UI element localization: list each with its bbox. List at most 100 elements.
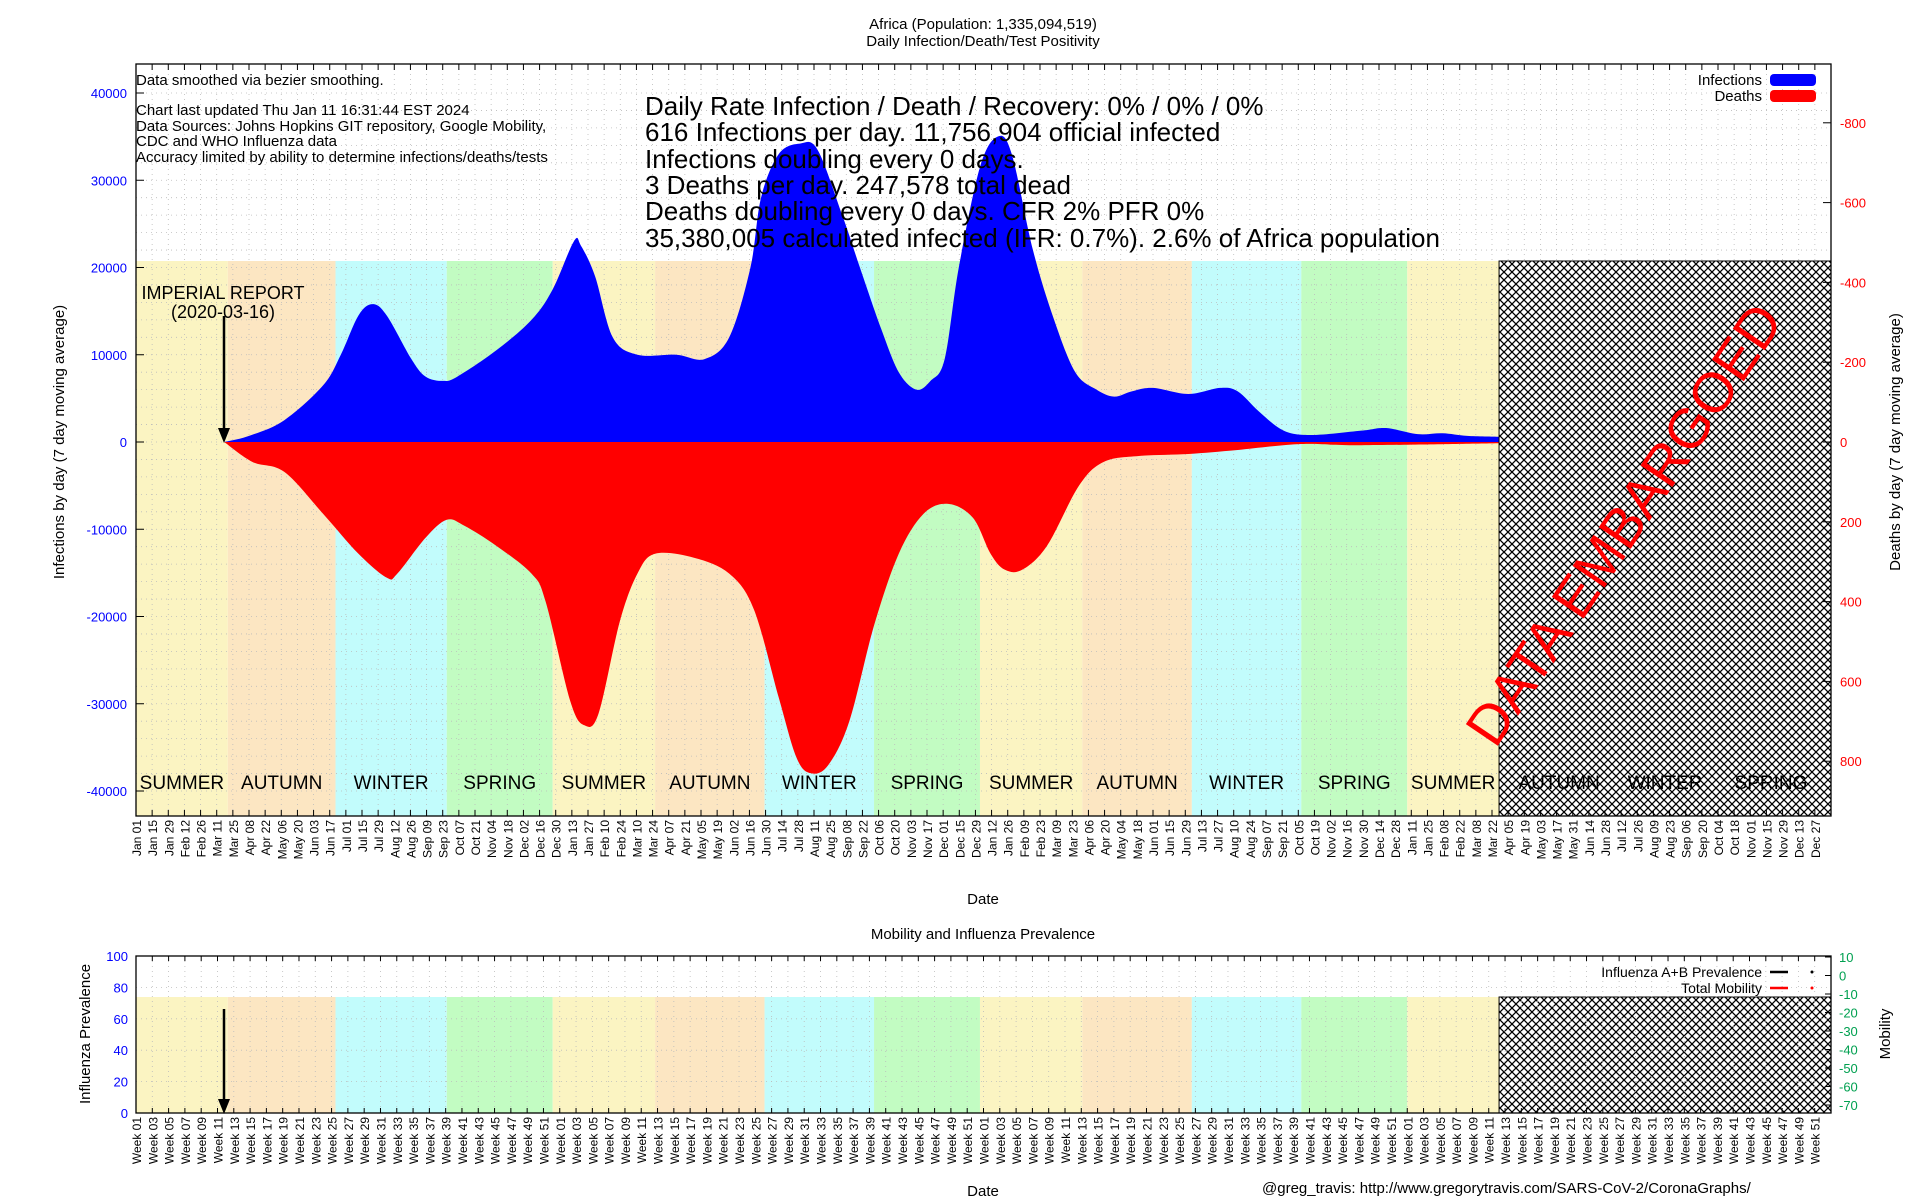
note-smoothing: Data smoothed via bezier smoothing. <box>136 72 384 89</box>
week-tick-label: Week 21 <box>1564 1117 1578 1164</box>
season-band-winter <box>1191 261 1302 816</box>
x-tick-label: May 31 <box>1567 820 1581 860</box>
x-tick-label: Oct 21 <box>469 820 483 856</box>
week-tick-label: Week 39 <box>440 1117 454 1164</box>
season-band-spring <box>1301 261 1408 816</box>
x-axis-label: Date <box>967 891 999 908</box>
x-tick-label: Dec 14 <box>1373 820 1387 858</box>
week-tick-label: Week 43 <box>1320 1117 1334 1164</box>
week-tick-label: Week 13 <box>1075 1117 1089 1164</box>
x-tick-label: May 20 <box>291 820 305 860</box>
week-tick-label: Week 37 <box>847 1117 861 1164</box>
week-tick-label: Week 03 <box>570 1117 584 1164</box>
mobility-axes: 100806040200100-10-20-30-40-50-60-70Week… <box>106 949 1858 1164</box>
season-band-summer <box>979 997 1083 1113</box>
x-tick-label: Jun 14 <box>1583 820 1597 856</box>
x-tick-label: Jul 15 <box>356 820 370 852</box>
x-tick-label: Jan 15 <box>146 820 160 856</box>
y2-tick-label: -200 <box>1840 355 1866 370</box>
week-tick-label: Week 47 <box>929 1117 943 1164</box>
y-tick-label: -40000 <box>87 784 127 799</box>
legend-infections-swatch <box>1770 74 1816 86</box>
y2-tick-label: 800 <box>1840 754 1862 769</box>
week-tick-label: Week 13 <box>228 1117 242 1164</box>
season-band-summer <box>1407 261 1500 816</box>
week-tick-label: Week 07 <box>603 1117 617 1164</box>
x-tick-label: Jan 27 <box>582 820 596 856</box>
season-band-autumn <box>227 997 336 1113</box>
mobility-x-axis-label: Date <box>967 1183 999 1200</box>
x-tick-label: Nov 01 <box>1744 820 1758 858</box>
influenza-tick-label: 20 <box>114 1075 128 1090</box>
x-tick-label: Nov 17 <box>921 820 935 858</box>
credit-link[interactable]: @greg_travis: http://www.gregorytravis.c… <box>1262 1180 1752 1197</box>
x-tick-label: Jun 03 <box>308 820 322 856</box>
y-tick-label: 10000 <box>91 348 127 363</box>
week-tick-label: Week 39 <box>1711 1117 1725 1164</box>
week-tick-label: Week 47 <box>505 1117 519 1164</box>
week-tick-label: Week 45 <box>1760 1117 1774 1164</box>
mobility-tick-label: -50 <box>1839 1061 1858 1076</box>
x-tick-label: Jul 28 <box>792 820 806 852</box>
x-tick-label: Apr 06 <box>1082 820 1096 856</box>
season-band-autumn <box>227 261 336 816</box>
grid <box>135 64 1831 816</box>
week-tick-label: Week 45 <box>912 1117 926 1164</box>
x-tick-label: Apr 08 <box>243 820 257 856</box>
x-tick-label: Jun 28 <box>1599 820 1613 856</box>
mobility-tick-label: 0 <box>1839 969 1846 984</box>
week-tick-label: Week 15 <box>244 1117 258 1164</box>
week-tick-label: Week 23 <box>733 1117 747 1164</box>
x-tick-label: Oct 19 <box>1308 820 1322 856</box>
week-tick-label: Week 03 <box>994 1117 1008 1164</box>
x-tick-label: Feb 24 <box>614 820 628 858</box>
week-tick-label: Week 37 <box>1271 1117 1285 1164</box>
x-tick-label: May 06 <box>275 820 289 860</box>
week-tick-label: Week 17 <box>1532 1117 1546 1164</box>
x-tick-label: Aug 24 <box>1244 820 1258 858</box>
y2-tick-label: -400 <box>1840 275 1866 290</box>
x-tick-label: Dec 30 <box>550 820 564 858</box>
influenza-tick-label: 40 <box>114 1043 128 1058</box>
week-tick-label: Week 39 <box>1287 1117 1301 1164</box>
week-tick-label: Week 21 <box>293 1117 307 1164</box>
week-tick-label: Week 11 <box>211 1117 225 1164</box>
week-tick-label: Week 51 <box>961 1117 975 1164</box>
mobility-axis-label: Mobility <box>1877 1008 1894 1059</box>
chart-subtitle: Daily Infection/Death/Test Positivity <box>866 33 1100 50</box>
week-tick-label: Week 09 <box>619 1117 633 1164</box>
mobility-tick-label: -70 <box>1839 1098 1858 1113</box>
x-tick-label: Sep 21 <box>1276 820 1290 858</box>
x-tick-label: Nov 30 <box>1357 820 1371 858</box>
x-tick-label: Oct 07 <box>453 820 467 856</box>
y2-axis-label: Deaths by day (7 day moving average) <box>1887 313 1904 571</box>
season-label: WINTER <box>782 773 857 794</box>
x-tick-label: Jul 27 <box>1212 820 1226 852</box>
legend: Infections Deaths <box>1698 72 1816 105</box>
y-tick-label: 40000 <box>91 86 127 101</box>
week-tick-label: Week 29 <box>358 1117 372 1164</box>
x-tick-label: Feb 12 <box>178 820 192 858</box>
x-tick-label: Jan 13 <box>566 820 580 856</box>
week-tick-label: Week 29 <box>1206 1117 1220 1164</box>
x-tick-label: Jun 30 <box>760 820 774 856</box>
season-label: WINTER <box>354 773 429 794</box>
x-tick-label: Apr 20 <box>1099 820 1113 856</box>
week-tick-label: Week 17 <box>684 1117 698 1164</box>
x-tick-label: Oct 20 <box>889 820 903 856</box>
x-tick-label: Aug 25 <box>824 820 838 858</box>
week-tick-label: Week 15 <box>1515 1117 1529 1164</box>
influenza-tick-label: 60 <box>114 1012 128 1027</box>
mobility-tick-label: -20 <box>1839 1006 1858 1021</box>
season-label: SUMMER <box>989 773 1073 794</box>
season-band-autumn <box>1082 261 1192 816</box>
note-sources: Data Sources: Johns Hopkins GIT reposito… <box>136 118 546 135</box>
x-tick-label: Mar 25 <box>227 820 241 858</box>
week-tick-label: Week 01 <box>130 1117 144 1164</box>
stat-infections: 616 Infections per day. 11,756,904 offic… <box>645 117 1220 147</box>
x-tick-label: Dec 29 <box>969 820 983 858</box>
season-label: SUMMER <box>140 773 224 794</box>
x-tick-label: Jul 29 <box>372 820 386 852</box>
arrow-head-icon <box>218 1099 230 1114</box>
season-band-winter <box>1191 997 1302 1113</box>
